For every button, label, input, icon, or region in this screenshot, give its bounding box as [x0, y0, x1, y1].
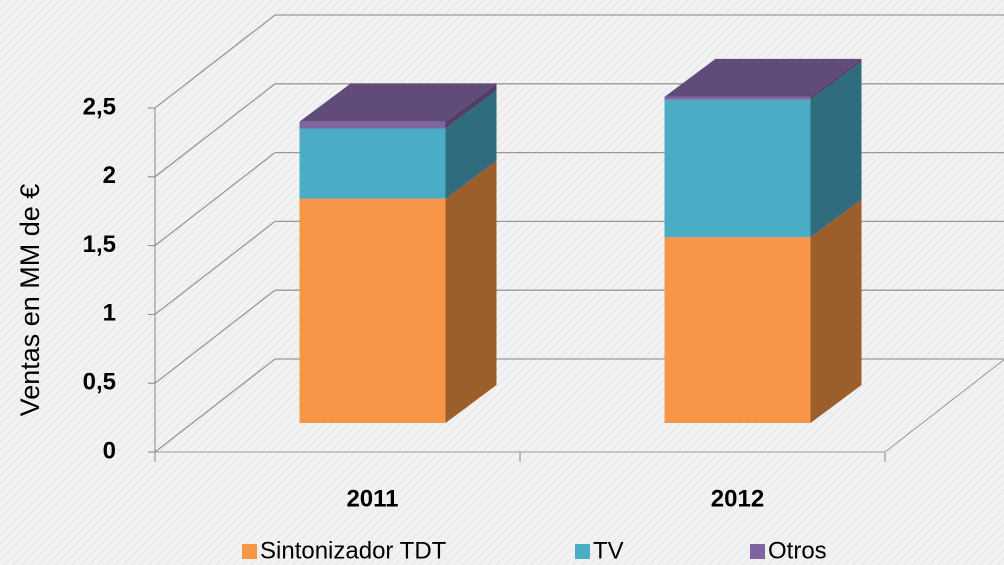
bar-top	[299, 83, 497, 122]
bar-side	[810, 58, 862, 100]
grid-line	[154, 289, 276, 384]
bar	[299, 128, 446, 199]
y-tick-label: 1	[103, 300, 116, 327]
y-tick-label: 0,5	[83, 369, 116, 396]
grid-line	[154, 220, 276, 315]
bar	[664, 237, 811, 423]
legend-swatch	[575, 544, 590, 559]
legend-label: Sintonizador TDT	[260, 537, 447, 564]
legend-label: Otros	[768, 537, 827, 564]
bar	[299, 198, 446, 423]
grid-line	[154, 152, 276, 247]
grid-line	[154, 358, 276, 453]
bar-side	[445, 160, 497, 423]
legend-swatch	[750, 544, 765, 559]
bar-side	[810, 61, 862, 238]
bar-side	[445, 83, 497, 129]
bar	[664, 99, 811, 238]
legend-label: TV	[593, 537, 624, 564]
bar-top	[664, 58, 862, 97]
grid-line	[154, 83, 276, 178]
x-tick-label: 2012	[711, 485, 764, 512]
x-tick-label: 2011	[346, 485, 398, 512]
grid-line	[154, 14, 276, 109]
y-tick-label: 2	[103, 162, 116, 189]
legend-swatch	[242, 544, 257, 559]
y-tick-label: 2,5	[83, 93, 116, 120]
y-tick-label: 0	[103, 437, 116, 464]
y-axis-label: Ventas en MM de €	[15, 184, 45, 417]
bar-side	[445, 90, 497, 199]
bar	[299, 121, 446, 129]
y-tick-label: 1,5	[83, 231, 116, 258]
bar	[664, 96, 811, 100]
bar-side	[810, 199, 862, 423]
